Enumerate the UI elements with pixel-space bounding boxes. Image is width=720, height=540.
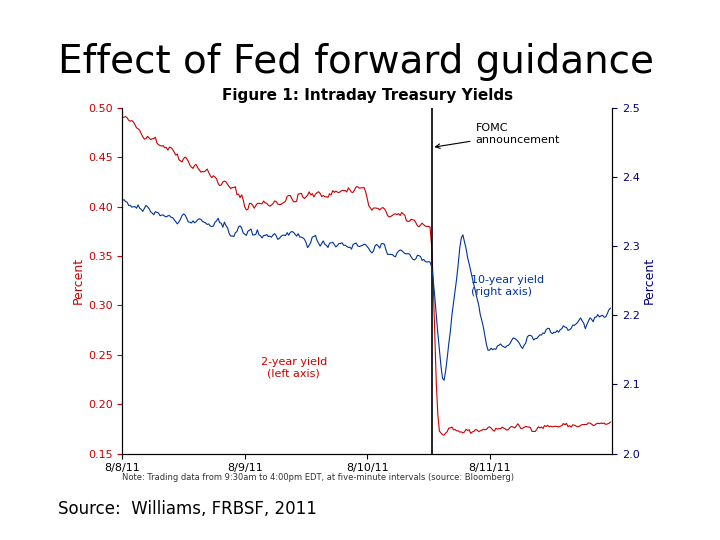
Text: Note: Trading data from 9:30am to 4:00pm EDT, at five-minute intervals (source: : Note: Trading data from 9:30am to 4:00pm… [122,472,514,482]
Text: FOMC
announcement: FOMC announcement [436,123,560,148]
Y-axis label: Percent: Percent [72,257,85,305]
Y-axis label: Percent: Percent [642,257,655,305]
Text: 2-year yield
(left axis): 2-year yield (left axis) [261,357,327,379]
Text: 10-year yield
(right axis): 10-year yield (right axis) [472,275,544,296]
Title: Figure 1: Intraday Treasury Yields: Figure 1: Intraday Treasury Yields [222,87,513,103]
Text: Source:  Williams, FRBSF, 2011: Source: Williams, FRBSF, 2011 [58,501,317,518]
Text: Effect of Fed forward guidance: Effect of Fed forward guidance [58,43,654,81]
